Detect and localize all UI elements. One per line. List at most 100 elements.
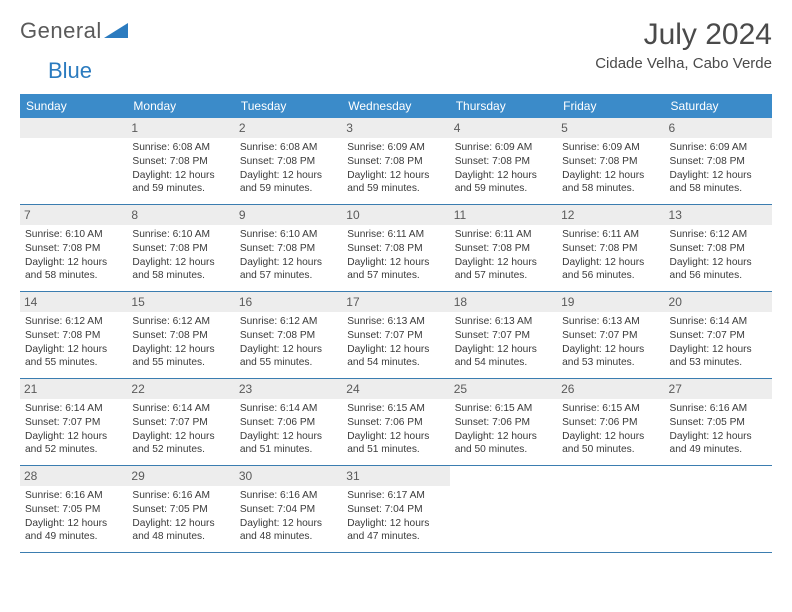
daylight-line: Daylight: 12 hours and 49 minutes.	[25, 517, 122, 545]
calendar-day-cell: 27Sunrise: 6:16 AMSunset: 7:05 PMDayligh…	[665, 379, 772, 465]
calendar-day-cell: 14Sunrise: 6:12 AMSunset: 7:08 PMDayligh…	[20, 292, 127, 378]
calendar-day-cell: 28Sunrise: 6:16 AMSunset: 7:05 PMDayligh…	[20, 466, 127, 552]
sunset-line: Sunset: 7:08 PM	[670, 242, 767, 256]
sunset-line: Sunset: 7:07 PM	[132, 416, 229, 430]
daylight-line: Daylight: 12 hours and 53 minutes.	[670, 343, 767, 371]
day-number: 25	[450, 379, 557, 399]
day-number: 22	[127, 379, 234, 399]
sunrise-line: Sunrise: 6:12 AM	[670, 228, 767, 242]
day-number: 6	[665, 118, 772, 138]
location-label: Cidade Velha, Cabo Verde	[595, 55, 772, 72]
sunset-line: Sunset: 7:08 PM	[25, 329, 122, 343]
calendar-day-cell: 20Sunrise: 6:14 AMSunset: 7:07 PMDayligh…	[665, 292, 772, 378]
weekday-header: Sunday	[20, 94, 127, 118]
calendar-week-row: 7Sunrise: 6:10 AMSunset: 7:08 PMDaylight…	[20, 205, 772, 292]
sunset-line: Sunset: 7:06 PM	[347, 416, 444, 430]
daylight-line: Daylight: 12 hours and 59 minutes.	[347, 169, 444, 197]
sunset-line: Sunset: 7:06 PM	[455, 416, 552, 430]
calendar-day-cell: 16Sunrise: 6:12 AMSunset: 7:08 PMDayligh…	[235, 292, 342, 378]
calendar-day-cell: 6Sunrise: 6:09 AMSunset: 7:08 PMDaylight…	[665, 118, 772, 204]
sunset-line: Sunset: 7:05 PM	[25, 503, 122, 517]
daylight-line: Daylight: 12 hours and 56 minutes.	[670, 256, 767, 284]
weekday-header: Thursday	[450, 94, 557, 118]
sunrise-line: Sunrise: 6:09 AM	[562, 141, 659, 155]
day-number: 1	[127, 118, 234, 138]
sunset-line: Sunset: 7:04 PM	[347, 503, 444, 517]
calendar-day-cell: 7Sunrise: 6:10 AMSunset: 7:08 PMDaylight…	[20, 205, 127, 291]
day-number: 19	[557, 292, 664, 312]
sunrise-line: Sunrise: 6:08 AM	[132, 141, 229, 155]
sunset-line: Sunset: 7:08 PM	[240, 155, 337, 169]
calendar-body: 1Sunrise: 6:08 AMSunset: 7:08 PMDaylight…	[20, 118, 772, 553]
calendar-day-cell: 13 Sunrise: 6:12 AMSunset: 7:08 PMDayligh…	[665, 205, 772, 291]
day-number: 27	[665, 379, 772, 399]
weekday-header: Saturday	[665, 94, 772, 118]
calendar-day-cell: 11Sunrise: 6:11 AMSunset: 7:08 PMDayligh…	[450, 205, 557, 291]
weekday-header-row: SundayMondayTuesdayWednesdayThursdayFrid…	[20, 94, 772, 118]
sunrise-line: Sunrise: 6:16 AM	[240, 489, 337, 503]
daylight-line: Daylight: 12 hours and 57 minutes.	[347, 256, 444, 284]
logo-text-1: General	[20, 18, 102, 44]
sunrise-line: Sunrise: 6:12 AM	[132, 315, 229, 329]
sunset-line: Sunset: 7:07 PM	[670, 329, 767, 343]
day-number: 2	[235, 118, 342, 138]
calendar-day-cell: 19Sunrise: 6:13 AMSunset: 7:07 PMDayligh…	[557, 292, 664, 378]
calendar-day-cell: 12Sunrise: 6:11 AMSunset: 7:08 PMDayligh…	[557, 205, 664, 291]
daylight-line: Daylight: 12 hours and 50 minutes.	[455, 430, 552, 458]
calendar-day-cell: 3Sunrise: 6:09 AMSunset: 7:08 PMDaylight…	[342, 118, 449, 204]
sunset-line: Sunset: 7:08 PM	[240, 329, 337, 343]
calendar-day-cell: 8Sunrise: 6:10 AMSunset: 7:08 PMDaylight…	[127, 205, 234, 291]
sunset-line: Sunset: 7:08 PM	[347, 242, 444, 256]
weekday-header: Monday	[127, 94, 234, 118]
calendar-week-row: 14Sunrise: 6:12 AMSunset: 7:08 PMDayligh…	[20, 292, 772, 379]
calendar-day-cell: 26Sunrise: 6:15 AMSunset: 7:06 PMDayligh…	[557, 379, 664, 465]
daylight-line: Daylight: 12 hours and 53 minutes.	[562, 343, 659, 371]
daylight-line: Daylight: 12 hours and 58 minutes.	[670, 169, 767, 197]
calendar-week-row: 1Sunrise: 6:08 AMSunset: 7:08 PMDaylight…	[20, 118, 772, 205]
weekday-header: Wednesday	[342, 94, 449, 118]
day-number: 8	[127, 205, 234, 225]
sunset-line: Sunset: 7:08 PM	[562, 242, 659, 256]
month-title: July 2024	[595, 18, 772, 51]
sunset-line: Sunset: 7:08 PM	[670, 155, 767, 169]
day-number: 29	[127, 466, 234, 486]
calendar-week-row: 21Sunrise: 6:14 AMSunset: 7:07 PMDayligh…	[20, 379, 772, 466]
sunset-line: Sunset: 7:06 PM	[240, 416, 337, 430]
sunrise-line: Sunrise: 6:09 AM	[455, 141, 552, 155]
sunrise-line: Sunrise: 6:10 AM	[25, 228, 122, 242]
calendar-empty-cell	[450, 466, 557, 552]
daylight-line: Daylight: 12 hours and 52 minutes.	[132, 430, 229, 458]
day-number: 7	[20, 205, 127, 225]
daylight-line: Daylight: 12 hours and 52 minutes.	[25, 430, 122, 458]
daylight-line: Daylight: 12 hours and 59 minutes.	[455, 169, 552, 197]
calendar-day-cell: 15Sunrise: 6:12 AMSunset: 7:08 PMDayligh…	[127, 292, 234, 378]
daylight-line: Daylight: 12 hours and 48 minutes.	[240, 517, 337, 545]
sunrise-line: Sunrise: 6:11 AM	[347, 228, 444, 242]
calendar-day-cell: 22 Sunrise: 6:14 AMSunset: 7:07 PMDayligh…	[127, 379, 234, 465]
sunrise-line: Sunrise: 6:11 AM	[455, 228, 552, 242]
calendar: SundayMondayTuesdayWednesdayThursdayFrid…	[20, 94, 772, 553]
sunrise-line: Sunrise: 6:16 AM	[670, 402, 767, 416]
daylight-line: Daylight: 12 hours and 47 minutes.	[347, 517, 444, 545]
sunrise-line: Sunrise: 6:12 AM	[25, 315, 122, 329]
calendar-day-cell: 17Sunrise: 6:13 AMSunset: 7:07 PMDayligh…	[342, 292, 449, 378]
calendar-day-cell: 10Sunrise: 6:11 AMSunset: 7:08 PMDayligh…	[342, 205, 449, 291]
sunrise-line: Sunrise: 6:14 AM	[132, 402, 229, 416]
calendar-empty-cell	[665, 466, 772, 552]
calendar-empty-cell	[20, 118, 127, 204]
day-number: 14	[20, 292, 127, 312]
calendar-day-cell: 23Sunrise: 6:14 AMSunset: 7:06 PMDayligh…	[235, 379, 342, 465]
day-number: 13	[665, 205, 772, 225]
calendar-day-cell: 4Sunrise: 6:09 AMSunset: 7:08 PMDaylight…	[450, 118, 557, 204]
day-number: 16	[235, 292, 342, 312]
daylight-line: Daylight: 12 hours and 49 minutes.	[670, 430, 767, 458]
sunset-line: Sunset: 7:08 PM	[132, 242, 229, 256]
calendar-day-cell: 31Sunrise: 6:17 AMSunset: 7:04 PMDayligh…	[342, 466, 449, 552]
day-number: 9	[235, 205, 342, 225]
daylight-line: Daylight: 12 hours and 58 minutes.	[132, 256, 229, 284]
sunset-line: Sunset: 7:08 PM	[132, 329, 229, 343]
sunrise-line: Sunrise: 6:17 AM	[347, 489, 444, 503]
daylight-line: Daylight: 12 hours and 54 minutes.	[455, 343, 552, 371]
day-number: 24	[342, 379, 449, 399]
day-number: 5	[557, 118, 664, 138]
